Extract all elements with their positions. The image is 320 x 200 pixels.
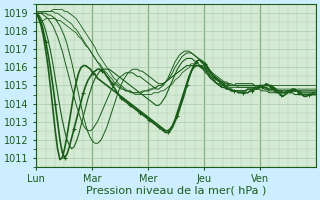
X-axis label: Pression niveau de la mer( hPa ): Pression niveau de la mer( hPa ) (86, 186, 266, 196)
